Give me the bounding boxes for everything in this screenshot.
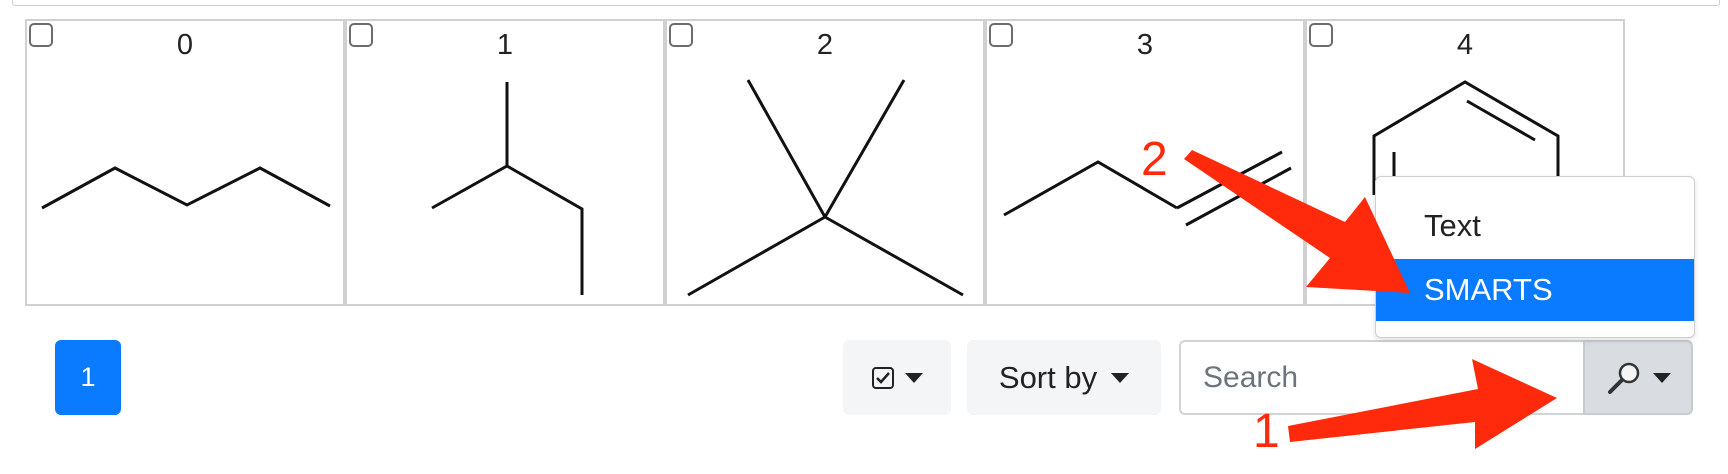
molecule-cell-0[interactable]: 0 (25, 19, 345, 306)
menu-item-smarts[interactable]: SMARTS (1376, 259, 1694, 321)
sort-by-button[interactable]: Sort by (967, 340, 1161, 415)
cell-select-checkbox[interactable] (669, 23, 693, 47)
molecule-structure (41, 166, 331, 210)
cell-index-label: 3 (1136, 29, 1154, 61)
chevron-down-icon (1111, 372, 1130, 383)
molecule-structure (687, 79, 964, 297)
magnifier-icon (1608, 362, 1640, 394)
cell-select-checkbox[interactable] (349, 23, 373, 47)
chevron-down-icon (1653, 372, 1671, 383)
search-input[interactable] (1179, 340, 1584, 415)
cell-index-label: 0 (176, 29, 194, 61)
molecule-cell-2[interactable]: 2 (665, 19, 985, 306)
checkbox-icon (872, 366, 894, 389)
menu-item-label: Text (1424, 208, 1481, 243)
annotation-step-2: 2 (1141, 133, 1168, 186)
cell-select-checkbox[interactable] (1309, 23, 1333, 47)
annotation-step-1: 1 (1253, 405, 1280, 458)
molecule-structure (431, 82, 584, 295)
cell-index-label: 1 (496, 29, 514, 61)
search-mode-menu: Text SMARTS (1375, 176, 1695, 338)
cell-select-checkbox[interactable] (989, 23, 1013, 47)
chevron-down-icon (905, 372, 923, 383)
sort-by-label: Sort by (998, 359, 1098, 395)
select-menu-button[interactable] (843, 340, 951, 415)
pagination-page-button[interactable]: 1 (55, 340, 121, 415)
cell-index-label: 4 (1456, 29, 1474, 61)
menu-item-text[interactable]: Text (1376, 195, 1694, 257)
cell-index-label: 2 (816, 29, 834, 61)
search-mode-button[interactable] (1583, 340, 1693, 415)
menu-item-label: SMARTS (1424, 272, 1553, 307)
top-panel-border (12, 0, 1720, 6)
molecule-cell-1[interactable]: 1 (345, 19, 665, 306)
cell-select-checkbox[interactable] (29, 23, 53, 47)
